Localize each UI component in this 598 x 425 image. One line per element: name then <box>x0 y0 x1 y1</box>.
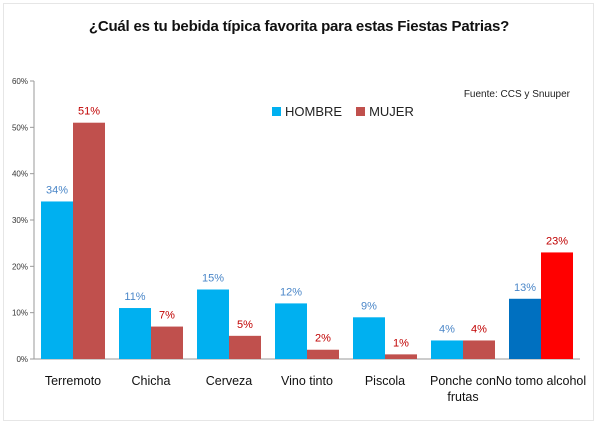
legend-swatch-hombre <box>272 107 281 116</box>
bar-hombre <box>509 298 541 359</box>
chart-frame <box>3 3 594 421</box>
data-label-hombre: 12% <box>280 286 302 298</box>
y-tick-label: 20% <box>12 262 28 271</box>
data-label-mujer: 5% <box>237 319 253 331</box>
y-tick-label: 60% <box>12 77 28 86</box>
bar-mujer <box>229 335 261 359</box>
y-tick-label: 40% <box>12 170 28 179</box>
bar-hombre <box>197 289 229 359</box>
y-tick-label: 30% <box>12 216 28 225</box>
bar-mujer <box>463 340 495 359</box>
bar-mujer <box>541 252 573 359</box>
x-category-label: No tomo alcohol <box>496 374 586 388</box>
x-category-label: Piscola <box>365 374 405 388</box>
bar-hombre <box>41 201 73 359</box>
data-label-mujer: 51% <box>78 106 100 118</box>
y-tick-label: 10% <box>12 309 28 318</box>
data-label-mujer: 4% <box>471 323 487 335</box>
bar-hombre <box>119 308 151 359</box>
y-tick-label: 50% <box>12 123 28 132</box>
bar-hombre <box>353 317 385 359</box>
bar-mujer <box>385 354 417 359</box>
chart-title: ¿Cuál es tu bebida típica favorita para … <box>88 18 510 35</box>
data-label-mujer: 23% <box>546 235 568 247</box>
legend: HOMBRE MUJER <box>272 104 428 119</box>
x-category-label: Terremoto <box>45 374 101 388</box>
bar-hombre <box>275 303 307 359</box>
bar-mujer <box>307 349 339 359</box>
x-category-label: Vino tinto <box>281 374 333 388</box>
data-label-hombre: 11% <box>124 291 145 303</box>
x-category-label: Chicha <box>132 374 171 388</box>
x-category-label: Cerveza <box>206 374 253 388</box>
data-label-mujer: 7% <box>159 310 175 322</box>
legend-item-hombre: HOMBRE <box>272 104 342 119</box>
data-label-mujer: 1% <box>393 337 409 349</box>
bar-mujer <box>73 122 105 359</box>
legend-label-mujer: MUJER <box>369 104 414 119</box>
data-label-mujer: 2% <box>315 333 331 345</box>
data-label-hombre: 34% <box>46 184 68 196</box>
data-label-hombre: 13% <box>514 282 536 294</box>
x-category-label: frutas <box>447 390 478 404</box>
bar-hombre <box>431 340 463 359</box>
y-tick-label: 0% <box>16 355 28 364</box>
legend-label-hombre: HOMBRE <box>285 104 343 119</box>
source-note: Fuente: CCS y Snuuper <box>463 89 570 100</box>
x-category-label: Ponche con <box>430 374 496 388</box>
data-label-hombre: 9% <box>361 300 377 312</box>
data-label-hombre: 15% <box>202 273 224 285</box>
bar-mujer <box>151 326 183 359</box>
legend-item-mujer: MUJER <box>356 104 414 119</box>
data-label-hombre: 4% <box>439 323 455 335</box>
legend-swatch-mujer <box>356 107 366 116</box>
